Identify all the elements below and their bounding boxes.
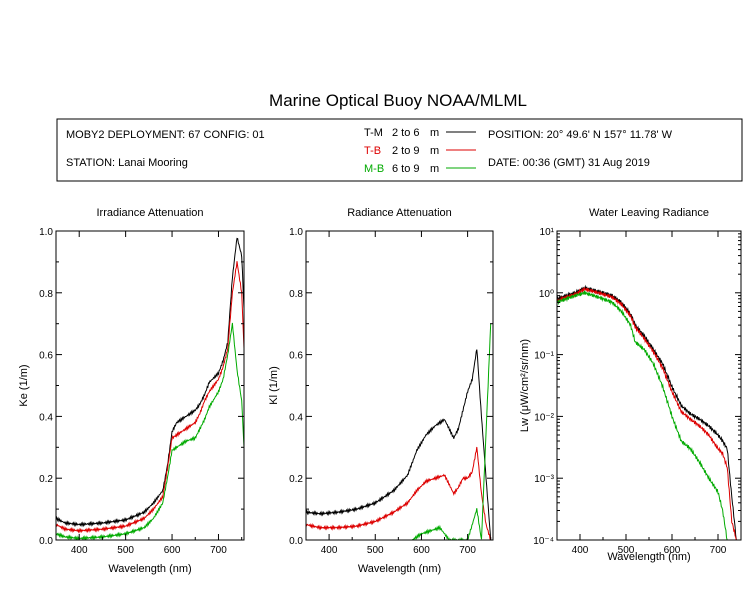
legend-unit-t-m: m [430, 127, 439, 139]
x-tick-label: 700 [210, 545, 227, 556]
series-line-t-m [306, 349, 492, 540]
x-tick-label: 600 [164, 545, 181, 556]
legend-unit-t-b: m [430, 145, 439, 157]
y-tick-label: 0.6 [39, 351, 53, 362]
panel-title: Radiance Attenuation [347, 207, 452, 219]
x-tick-label: 500 [618, 545, 635, 556]
legend-unit-m-b: m [430, 163, 439, 175]
y-tick-label: 10⁻³ [534, 474, 554, 485]
y-axis-label: Ke (1/m) [18, 364, 30, 406]
legend-code-t-b: T-B [364, 145, 381, 157]
y-tick-label: 0.8 [289, 289, 303, 300]
x-tick-label: 500 [367, 545, 384, 556]
x-tick-label: 400 [572, 545, 589, 556]
y-tick-label: 0.6 [289, 351, 303, 362]
legend-code-t-m: T-M [364, 127, 383, 139]
y-axis-label: Lw (μW/cm²/sr/nm) [519, 339, 531, 432]
chart-panel-3: 400 500 600 700 10⁻⁴ 10⁻³ 10⁻² 10⁻¹ 10⁰ 10¹ Water … [519, 207, 742, 563]
x-tick-label: 400 [71, 545, 88, 556]
chart-panel-2: 400 500 600 700 0.0 0.2 0.4 0.6 0.8 1.0 Radiance A… [268, 207, 494, 575]
y-tick-label: 0.0 [39, 536, 53, 547]
series-line-m-b [56, 322, 244, 540]
info-box-frame [56, 118, 743, 182]
date-label: DATE: 00:36 (GMT) 31 Aug 2019 [488, 157, 650, 169]
series-line-t-m [557, 284, 737, 540]
x-tick-label: 500 [117, 545, 134, 556]
x-tick-label: 600 [664, 545, 681, 556]
panel-title: Irradiance Attenuation [96, 207, 203, 219]
y-tick-label: 1.0 [39, 227, 53, 238]
y-tick-label: 10⁻² [534, 412, 554, 423]
x-tick-label: 400 [321, 545, 338, 556]
x-tick-label: 700 [459, 545, 476, 556]
x-axis-label: Wavelength (nm) [358, 563, 441, 575]
chart-panels: 400 500 600 700 0.0 0.2 0.4 0.6 0.8 1.0 Irradiance… [18, 207, 742, 575]
y-tick-label: 10¹ [540, 227, 555, 238]
series-line-t-b [557, 286, 737, 540]
plot-frame [305, 230, 494, 541]
x-tick-label: 600 [413, 545, 430, 556]
x-axis-label: Wavelength (nm) [108, 563, 191, 575]
station-label: STATION: Lanai Mooring [66, 157, 188, 169]
plot-frame [55, 230, 245, 541]
y-tick-label: 0.8 [39, 289, 53, 300]
y-axis-label: Kl (1/m) [268, 366, 280, 405]
chart-panel-1: 400 500 600 700 0.0 0.2 0.4 0.6 0.8 1.0 Irradiance… [18, 207, 245, 575]
legend-code-m-b: M-B [364, 163, 384, 175]
y-tick-label: 0.2 [39, 474, 53, 485]
position-label: POSITION: 20° 49.6' N 157° 11.78' W [488, 129, 673, 141]
y-tick-label: 10⁻¹ [534, 351, 554, 362]
y-tick-label: 0.0 [289, 536, 303, 547]
series-line-t-b [306, 446, 492, 540]
y-tick-label: 10⁻⁴ [533, 536, 554, 547]
plot-frame [556, 230, 742, 541]
y-tick-label: 1.0 [289, 227, 303, 238]
legend-range-t-b: 2 to 9 [392, 145, 420, 157]
x-axis-label: Wavelength (nm) [607, 551, 690, 563]
y-tick-label: 0.4 [289, 412, 303, 423]
legend-range-t-m: 2 to 6 [392, 127, 420, 139]
deployment-label: MOBY2 DEPLOYMENT: 67 CONFIG: 01 [66, 129, 265, 141]
series-line-t-m [56, 237, 244, 528]
series-line-m-b [557, 290, 728, 540]
legend-range-m-b: 6 to 9 [392, 163, 420, 175]
panel-title: Water Leaving Radiance [589, 207, 709, 219]
y-tick-label: 0.2 [289, 474, 303, 485]
legend: T-M 2 to 6 m T-B 2 to 9 m M-B 6 to 9 m [364, 127, 476, 175]
x-tick-label: 700 [710, 545, 727, 556]
y-tick-label: 0.4 [39, 412, 53, 423]
figure-title: Marine Optical Buoy NOAA/MLML [269, 91, 527, 110]
series-line-t-b [56, 261, 244, 534]
y-tick-label: 10⁰ [539, 289, 554, 300]
info-box: MOBY2 DEPLOYMENT: 67 CONFIG: 01 STATION:… [56, 118, 743, 182]
